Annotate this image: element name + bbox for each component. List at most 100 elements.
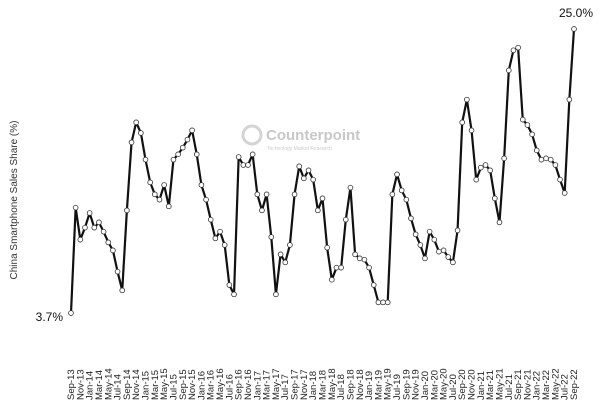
data-point xyxy=(557,176,563,183)
x-tick-label: May-18 xyxy=(327,368,338,400)
data-point xyxy=(203,196,209,203)
data-point xyxy=(547,156,554,163)
data-point xyxy=(356,255,363,262)
data-point xyxy=(375,299,382,306)
x-tick-label: Nov-17 xyxy=(299,369,310,400)
data-point xyxy=(566,96,573,103)
x-tick-label: Jan-22 xyxy=(532,371,543,400)
data-point xyxy=(273,291,279,298)
x-tick-label: Jan-15 xyxy=(141,371,152,400)
x-tick-label: May-19 xyxy=(383,368,394,400)
watermark-subtitle: Technology Market Research xyxy=(267,146,332,152)
x-tick-label: Jul-21 xyxy=(504,374,515,400)
x-tick-label: Nov-19 xyxy=(411,369,422,400)
data-point xyxy=(245,162,251,168)
x-tick-label: Mar-19 xyxy=(373,370,384,400)
x-tick-label: Sep-13 xyxy=(66,369,77,400)
x-tick-label: Sep-20 xyxy=(457,369,468,400)
x-tick-label: Sep-22 xyxy=(569,369,580,400)
x-tick-label: Jul-17 xyxy=(280,374,291,400)
x-tick-label: May-14 xyxy=(103,368,114,400)
data-point xyxy=(440,247,447,254)
data-point xyxy=(464,96,470,103)
data-point xyxy=(91,224,98,231)
data-point xyxy=(487,167,493,174)
data-point xyxy=(142,156,149,163)
data-point xyxy=(184,136,191,143)
data-point xyxy=(119,287,126,294)
data-point xyxy=(431,236,438,243)
x-tick-label: May-17 xyxy=(271,368,282,400)
x-tick-label: Jul-18 xyxy=(336,374,347,400)
data-point xyxy=(394,171,400,178)
data-point xyxy=(543,155,549,162)
data-point xyxy=(235,154,242,160)
data-point xyxy=(459,119,466,126)
series-line xyxy=(69,28,576,314)
x-tick-label: Nov-14 xyxy=(131,369,142,400)
x-tick-label: Sep-17 xyxy=(290,369,301,400)
data-point xyxy=(552,162,559,168)
data-point xyxy=(361,256,368,263)
watermark-logo xyxy=(241,124,263,146)
data-point xyxy=(515,44,521,51)
data-point xyxy=(533,147,540,154)
data-point xyxy=(189,127,195,134)
x-tick-label: Sep-16 xyxy=(234,369,245,400)
data-point xyxy=(524,122,531,128)
data-point xyxy=(133,119,140,126)
data-point xyxy=(436,248,442,255)
data-point xyxy=(254,191,261,198)
data-point xyxy=(333,264,340,271)
data-point xyxy=(259,207,265,214)
data-point xyxy=(249,151,256,158)
data-point xyxy=(417,242,424,248)
data-point xyxy=(454,227,461,234)
x-tick-label: Sep-14 xyxy=(122,369,133,400)
data-point xyxy=(473,176,479,183)
data-point xyxy=(301,175,307,182)
data-point xyxy=(231,291,237,298)
x-tick-label: Nov-20 xyxy=(467,369,478,400)
x-tick-label: Jan-17 xyxy=(252,371,263,400)
data-point xyxy=(445,254,452,260)
data-point xyxy=(384,299,391,306)
data-point xyxy=(166,203,172,210)
data-point xyxy=(342,216,349,223)
data-point xyxy=(156,196,163,203)
data-point xyxy=(519,116,526,123)
x-tick-label: Jan-21 xyxy=(476,371,487,400)
x-tick-label: Mar-18 xyxy=(318,370,329,400)
data-point xyxy=(422,255,428,262)
value-label: 25.0% xyxy=(559,6,593,20)
x-tick-label: Jul-15 xyxy=(168,374,179,400)
x-tick-label: Mar-16 xyxy=(206,370,217,400)
x-tick-label: Sep-21 xyxy=(513,369,524,400)
x-tick-label: Mar-22 xyxy=(541,370,552,400)
x-tick-label: Nov-15 xyxy=(187,369,198,400)
data-point xyxy=(315,207,321,214)
x-tick-label: Jan-20 xyxy=(420,371,431,400)
x-tick-label: Sep-15 xyxy=(178,369,189,400)
data-point xyxy=(221,242,228,248)
x-tick-label: Jul-14 xyxy=(113,374,124,400)
data-point xyxy=(352,251,358,258)
data-point xyxy=(408,215,414,222)
x-tick-label: May-21 xyxy=(494,368,505,400)
data-point xyxy=(96,219,102,226)
data-point xyxy=(138,130,144,136)
data-point xyxy=(468,127,475,134)
x-tick-label: May-22 xyxy=(550,368,561,400)
data-point xyxy=(529,131,535,138)
y-axis-label: China Smartphone Sales Share (%) xyxy=(9,121,20,280)
x-tick-label: Sep-19 xyxy=(401,369,412,400)
x-tick-label: Mar-14 xyxy=(94,370,105,400)
data-point xyxy=(212,235,219,242)
data-point xyxy=(347,184,354,191)
x-tick-label: Mar-20 xyxy=(429,370,440,400)
data-point xyxy=(505,67,512,74)
data-point xyxy=(152,191,158,198)
x-tick-label: Nov-21 xyxy=(522,369,533,400)
data-point xyxy=(175,151,181,158)
